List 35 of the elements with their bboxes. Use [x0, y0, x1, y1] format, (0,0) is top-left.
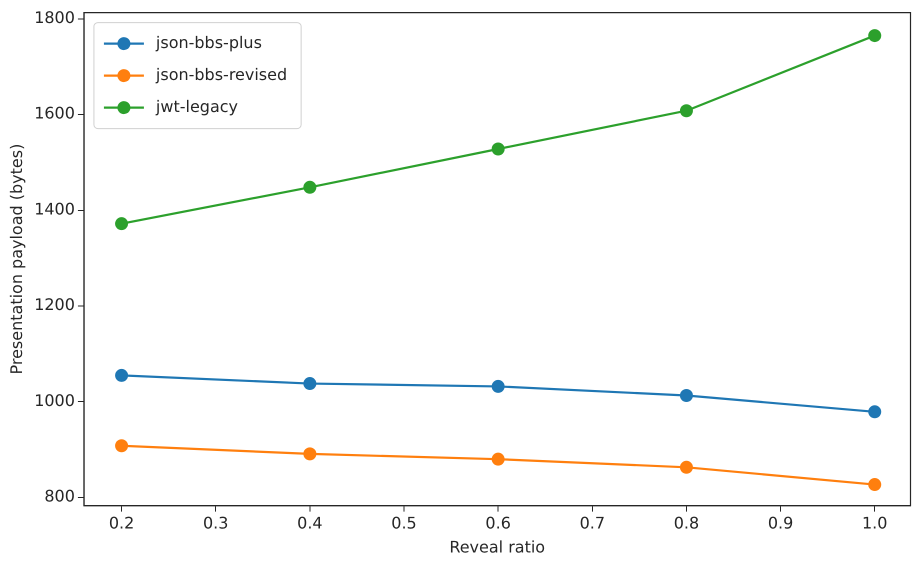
point [680, 460, 693, 474]
y-tick-label: 1400 [34, 199, 75, 218]
legend-label: json-bbs-plus [154, 32, 262, 52]
legend-label: json-bbs-revised [154, 64, 288, 84]
y-tick-label: 1000 [34, 390, 75, 410]
x-tick-label: 1.0 [862, 513, 888, 532]
y-tick-label: 1200 [34, 295, 75, 314]
point [115, 217, 128, 230]
y-tick-label: 1600 [34, 104, 75, 123]
y-tick-label: 800 [44, 486, 75, 506]
x-tick-label: 0.2 [108, 513, 134, 532]
point [868, 29, 882, 42]
point [492, 452, 505, 466]
point [868, 478, 882, 492]
x-tick-label: 0.5 [391, 513, 417, 532]
point [680, 389, 693, 402]
x-tick-label: 0.6 [485, 513, 511, 532]
point [492, 380, 505, 393]
y-axis-title: Presentation payload (bytes) [6, 144, 26, 375]
x-tick-label: 0.3 [202, 513, 228, 532]
legend-label: jwt-legacy [154, 96, 238, 116]
x-axis-title: Reveal ratio [449, 538, 546, 557]
point [868, 405, 882, 418]
x-tick-label: 0.8 [674, 513, 700, 532]
x-tick-label: 0.9 [768, 513, 794, 532]
x-tick-label: 0.7 [580, 513, 606, 532]
point [680, 104, 693, 118]
point [303, 180, 316, 194]
point [115, 439, 128, 452]
point [115, 368, 128, 382]
x-tick-label: 0.4 [297, 513, 323, 532]
point [303, 447, 316, 460]
point [492, 142, 505, 156]
y-tick-label: 1800 [34, 8, 75, 27]
point [303, 377, 316, 390]
